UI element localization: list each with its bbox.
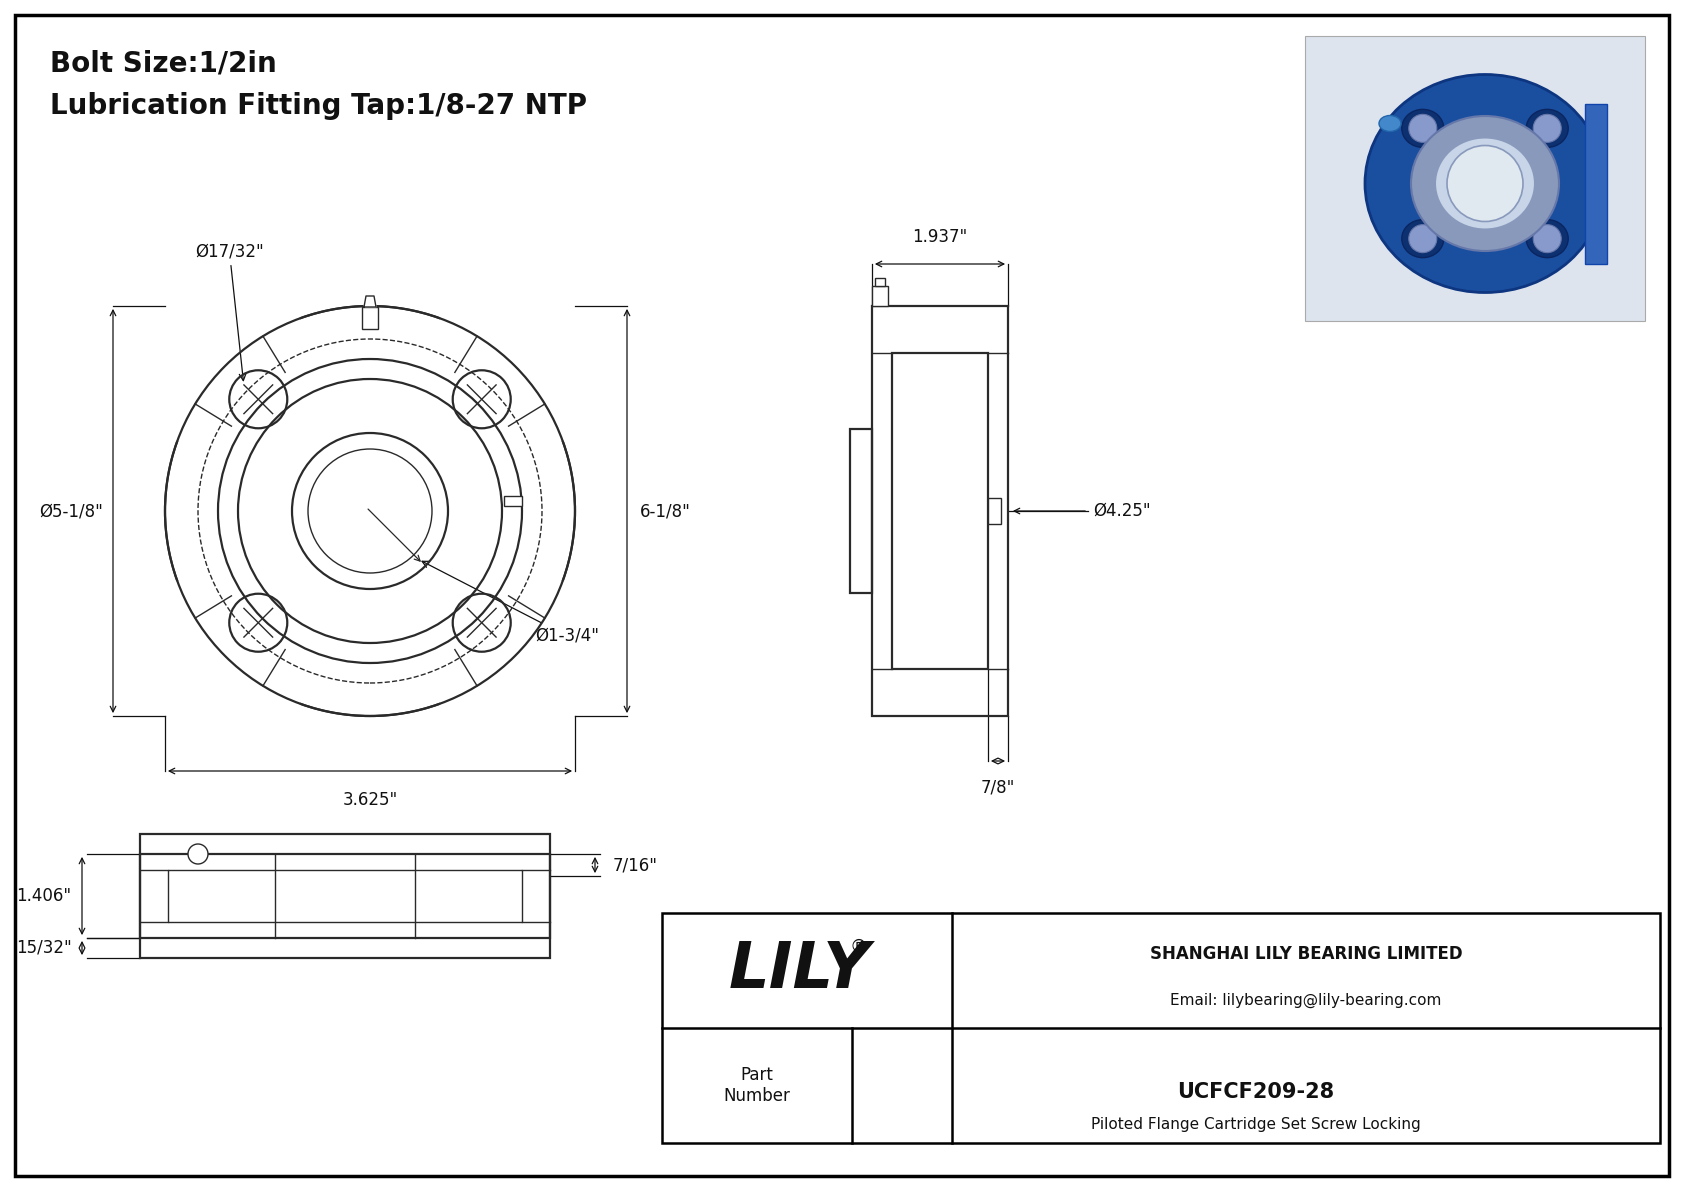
- Text: Ø17/32": Ø17/32": [195, 242, 264, 381]
- Circle shape: [1532, 225, 1561, 252]
- Circle shape: [1410, 114, 1436, 143]
- Text: Ø4.25": Ø4.25": [1093, 501, 1150, 520]
- Bar: [1305, 36, 1645, 322]
- Text: LILY: LILY: [727, 940, 869, 1002]
- Ellipse shape: [1379, 116, 1401, 131]
- Text: Part
Number: Part Number: [724, 1066, 790, 1105]
- Text: Lubrication Fitting Tap:1/8-27 NTP: Lubrication Fitting Tap:1/8-27 NTP: [51, 92, 588, 120]
- Text: UCFCF209-28: UCFCF209-28: [1177, 1083, 1334, 1103]
- Ellipse shape: [1526, 219, 1568, 257]
- Bar: [1585, 104, 1607, 263]
- Bar: [504, 495, 522, 506]
- Text: 7/8": 7/8": [980, 779, 1015, 797]
- Text: 1.406": 1.406": [17, 887, 71, 905]
- Text: ®: ®: [850, 937, 867, 955]
- Text: Piloted Flange Cartridge Set Screw Locking: Piloted Flange Cartridge Set Screw Locki…: [1091, 1117, 1421, 1133]
- Text: 15/32": 15/32": [17, 939, 72, 958]
- Text: 6-1/8": 6-1/8": [640, 501, 690, 520]
- Bar: [168, 869, 522, 922]
- Ellipse shape: [1435, 137, 1536, 230]
- Text: Email: lilybearing@lily-bearing.com: Email: lilybearing@lily-bearing.com: [1170, 993, 1442, 1008]
- Bar: [872, 306, 1009, 716]
- Bar: [140, 854, 551, 939]
- Circle shape: [189, 844, 209, 863]
- Bar: [876, 278, 886, 286]
- Text: Ø1-3/4": Ø1-3/4": [423, 561, 600, 646]
- Circle shape: [1532, 114, 1561, 143]
- Bar: [989, 498, 1000, 524]
- Ellipse shape: [1401, 110, 1443, 148]
- Text: 3.625": 3.625": [342, 791, 397, 809]
- Text: SHANGHAI LILY BEARING LIMITED: SHANGHAI LILY BEARING LIMITED: [1150, 946, 1462, 964]
- Bar: [140, 834, 551, 958]
- Bar: [362, 307, 377, 329]
- Text: Bolt Size:1/2in: Bolt Size:1/2in: [51, 49, 276, 77]
- Ellipse shape: [1401, 219, 1443, 257]
- Text: 1.937": 1.937": [913, 227, 968, 247]
- Circle shape: [1447, 145, 1522, 222]
- Circle shape: [1410, 225, 1436, 252]
- Ellipse shape: [1526, 110, 1568, 148]
- Text: Ø5-1/8": Ø5-1/8": [39, 501, 103, 520]
- Bar: [893, 353, 989, 669]
- Bar: [662, 913, 1660, 1143]
- Ellipse shape: [1411, 116, 1559, 251]
- Ellipse shape: [1366, 75, 1605, 293]
- Polygon shape: [364, 297, 376, 307]
- Bar: [850, 429, 872, 593]
- Bar: [872, 286, 887, 306]
- Text: 7/16": 7/16": [613, 856, 658, 874]
